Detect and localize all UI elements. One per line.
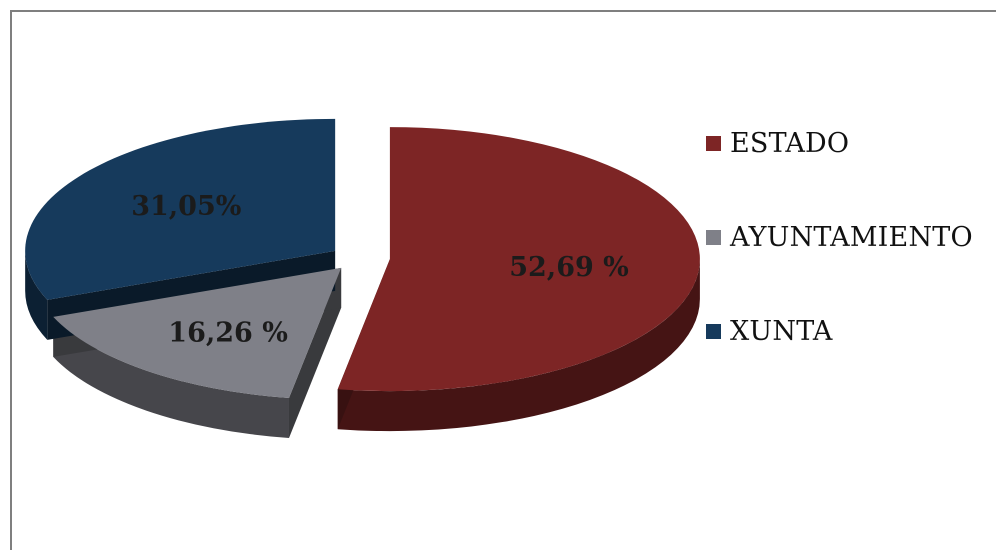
legend-item-estado: ESTADO bbox=[706, 127, 973, 159]
legend-swatch-xunta bbox=[706, 323, 721, 339]
legend-label-xunta: XUNTA bbox=[730, 315, 833, 347]
pie-data-labels: 52,69 % 16,26 % 31,05% bbox=[131, 191, 629, 349]
legend-label-estado: ESTADO bbox=[730, 127, 850, 159]
legend: ESTADO AYUNTAMIENTO XUNTA bbox=[706, 128, 973, 410]
pie-tops bbox=[25, 118, 700, 399]
slice-cut-ayuntamiento-0 bbox=[288, 267, 342, 439]
data-label-xunta: 31,05% bbox=[131, 191, 241, 222]
slice-side-ayuntamiento bbox=[53, 316, 289, 439]
legend-label-ayuntamiento: AYUNTAMIENTO bbox=[730, 221, 973, 253]
legend-swatch-ayuntamiento bbox=[706, 229, 721, 245]
slice-estado bbox=[337, 127, 700, 392]
slice-xunta bbox=[25, 118, 336, 300]
slice-side-xunta bbox=[25, 250, 48, 340]
slice-ayuntamiento bbox=[53, 267, 342, 399]
slice-side-estado bbox=[337, 259, 700, 432]
chart-frame bbox=[10, 10, 996, 550]
legend-item-xunta: XUNTA bbox=[706, 315, 973, 347]
data-label-estado: 52,69 % bbox=[509, 252, 629, 283]
legend-swatch-estado bbox=[706, 135, 721, 151]
data-label-ayuntamiento: 16,26 % bbox=[168, 318, 288, 349]
legend-item-ayuntamiento: AYUNTAMIENTO bbox=[706, 221, 973, 253]
